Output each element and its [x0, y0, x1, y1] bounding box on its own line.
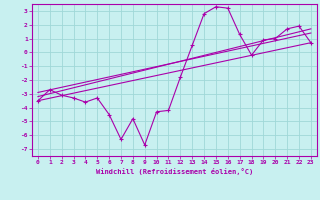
X-axis label: Windchill (Refroidissement éolien,°C): Windchill (Refroidissement éolien,°C) — [96, 168, 253, 175]
